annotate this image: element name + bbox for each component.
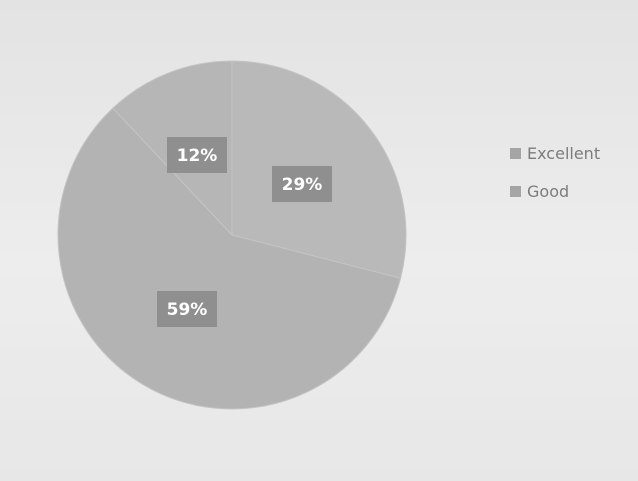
- data-label-box: [157, 291, 217, 327]
- data-label-text: 29%: [282, 175, 323, 195]
- legend-swatch: [510, 147, 521, 159]
- data-label-text: 12%: [177, 146, 218, 166]
- chart-legend: Excellent Good: [510, 134, 600, 210]
- data-label-0: 29%: [272, 166, 332, 202]
- data-label-2: 12%: [167, 137, 227, 173]
- pie-slice-1: [57, 107, 402, 410]
- legend-label: Excellent: [527, 143, 601, 163]
- legend-item-good: Good: [510, 172, 600, 210]
- legend-item-excellent: Excellent: [510, 134, 600, 172]
- data-label-box: [167, 137, 227, 173]
- data-label-text: 59%: [167, 300, 208, 320]
- legend-label: Good: [527, 181, 570, 201]
- data-label-1: 59%: [157, 291, 217, 327]
- data-label-box: [272, 166, 332, 202]
- legend-swatch: [510, 185, 521, 197]
